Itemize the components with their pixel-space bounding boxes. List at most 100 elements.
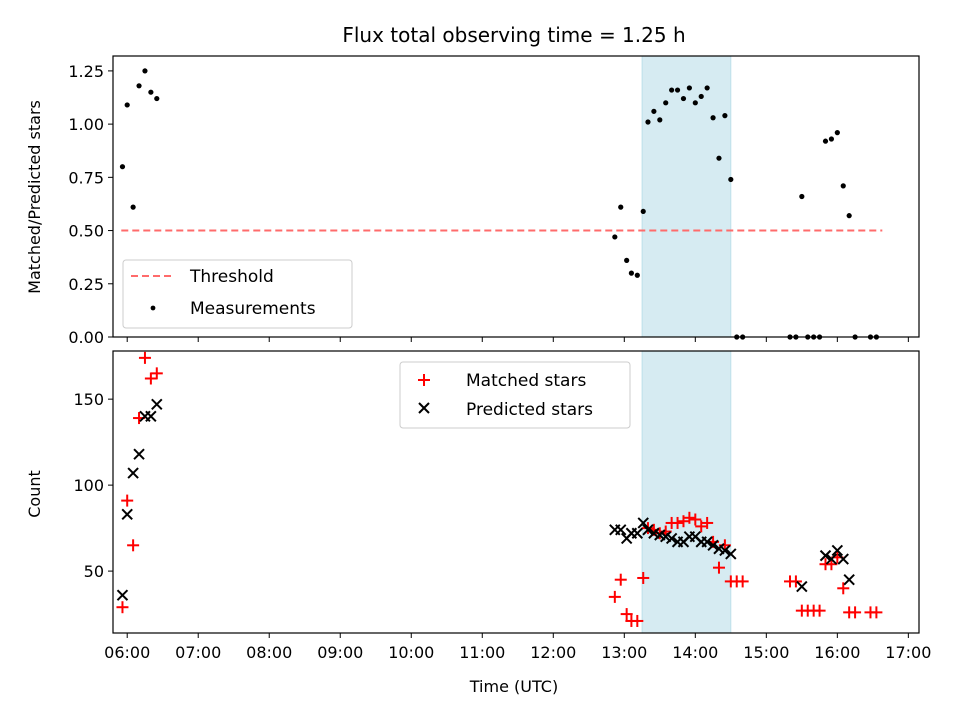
predicted-star-point [843, 573, 855, 586]
bottom-y-tick-label: 150 [73, 390, 104, 409]
matched-star-point [608, 590, 621, 603]
predicted-star-point [631, 527, 644, 539]
measurement-point [834, 130, 840, 136]
predicted-star-point [637, 517, 649, 529]
measurement-point [698, 93, 704, 100]
predicted-star-point [701, 536, 713, 548]
top-y-tick-label: 0.00 [68, 328, 104, 347]
legend-measurements-label: Measurements [190, 299, 316, 319]
measurement-point [828, 136, 835, 142]
x-tick-label: 07:00 [175, 643, 221, 662]
matched-star-point [789, 575, 802, 588]
top-y-axis-label: Matched/Predicted stars [25, 100, 44, 294]
x-tick-label: 08:00 [246, 643, 292, 662]
measurement-point [612, 234, 618, 240]
top-y-tick-label: 1.00 [68, 115, 104, 134]
bottom-y-tick-label: 100 [73, 476, 104, 495]
predicted-star-point [831, 544, 844, 557]
measurement-point [799, 193, 805, 200]
matched-star-point [712, 561, 725, 574]
measurement-point [710, 115, 716, 121]
legend-predicted-label: Predicted stars [466, 400, 593, 420]
measurement-point [722, 113, 728, 119]
measurement-point [124, 102, 130, 108]
matched-star-point [689, 513, 702, 526]
x-tick-label: 11:00 [459, 643, 505, 662]
measurement-point [716, 155, 722, 161]
matched-star-point [121, 494, 134, 507]
x-axis-label: Time (UTC) [469, 677, 558, 696]
matched-star-point [116, 601, 129, 614]
measurement-point [651, 108, 657, 114]
observing-window-shade [641, 55, 732, 338]
measurement-point [634, 272, 640, 278]
predicted-star-point [121, 508, 133, 521]
observing-window-shade [641, 350, 732, 634]
measurement-point [624, 257, 630, 263]
measurement-point [692, 100, 698, 106]
measurement-point [674, 87, 681, 93]
matched-star-point [701, 516, 714, 529]
measurement-point [640, 208, 646, 215]
measurement-point [840, 183, 846, 189]
predicted-star-point [642, 524, 654, 536]
measurement-point [846, 213, 852, 219]
measurement-point [704, 85, 710, 91]
matched-star-point [620, 608, 633, 621]
matched-star-point [813, 604, 826, 617]
measurement-point [148, 89, 154, 95]
predicted-star-point [116, 589, 129, 601]
top-legend: Threshold Measurements [122, 259, 353, 329]
top-y-tick-label: 0.75 [68, 168, 104, 187]
x-tick-label: 16:00 [814, 643, 860, 662]
predicted-star-point [725, 548, 737, 560]
x-tick-label: 17:00 [885, 643, 931, 662]
x-tick-label: 13:00 [601, 643, 647, 662]
legend-matched-label: Matched stars [466, 371, 586, 391]
measurement-point [728, 176, 734, 183]
bottom-y-tick-label: 50 [84, 562, 104, 581]
bottom-legend-box [399, 361, 631, 429]
measurement-point [136, 83, 142, 89]
top-legend-box [122, 259, 353, 329]
matched-star-point [837, 582, 850, 595]
predicted-star-point [819, 549, 832, 562]
measurement-point [680, 95, 687, 102]
measurement-point [645, 119, 651, 125]
x-tick-label: 14:00 [672, 643, 718, 662]
predicted-star-point [145, 410, 157, 423]
x-tick-label: 10:00 [388, 643, 434, 662]
matched-star-point [671, 516, 684, 529]
measurement-point [822, 138, 829, 144]
predicted-star-point [825, 553, 838, 565]
x-tick-label: 09:00 [317, 643, 363, 662]
measurement-point [154, 95, 160, 102]
x-tick-label: 06:00 [104, 643, 150, 662]
bottom-panel: 50 100 150 06:00 07:00 08:00 09:00 10:00 11:00 1… [25, 350, 931, 696]
matched-star-point [653, 527, 666, 540]
legend-threshold-label: Threshold [189, 267, 274, 287]
predicted-star-point [796, 580, 808, 593]
matched-star-point [150, 367, 163, 380]
measurement-point [628, 270, 634, 276]
matched-star-point [138, 351, 151, 364]
matched-star-point [614, 573, 627, 586]
measurement-point [130, 204, 136, 210]
top-y-tick-label: 0.50 [68, 222, 104, 241]
matched-star-point [849, 606, 862, 619]
x-tick-label: 12:00 [530, 643, 576, 662]
measurement-point [119, 164, 126, 170]
bottom-axes-frame [112, 350, 920, 634]
matched-star-point [736, 575, 749, 588]
measurement-point [657, 117, 663, 123]
legend-measurements-swatch [150, 305, 156, 311]
matched-star-point [144, 372, 157, 385]
top-y-tick-label: 1.25 [68, 62, 104, 81]
matched-star-point [637, 571, 650, 584]
predicted-star-point [615, 524, 627, 536]
matched-star-point [870, 606, 883, 619]
matched-star-point [631, 614, 644, 627]
predicted-star-point [837, 553, 849, 565]
chart-title: Flux total observing time = 1.25 h [342, 23, 685, 47]
